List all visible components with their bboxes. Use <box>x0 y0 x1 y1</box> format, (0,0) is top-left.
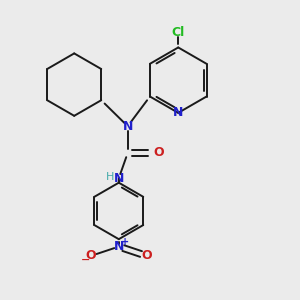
Text: N: N <box>114 240 124 253</box>
Text: O: O <box>85 249 96 262</box>
Text: O: O <box>153 146 164 160</box>
Text: +: + <box>121 237 129 247</box>
Text: Cl: Cl <box>172 26 185 39</box>
Text: −: − <box>81 255 90 265</box>
Text: N: N <box>122 120 133 133</box>
Text: O: O <box>142 249 152 262</box>
Text: N: N <box>173 106 183 119</box>
Text: H: H <box>106 172 115 182</box>
Text: N: N <box>114 172 124 185</box>
